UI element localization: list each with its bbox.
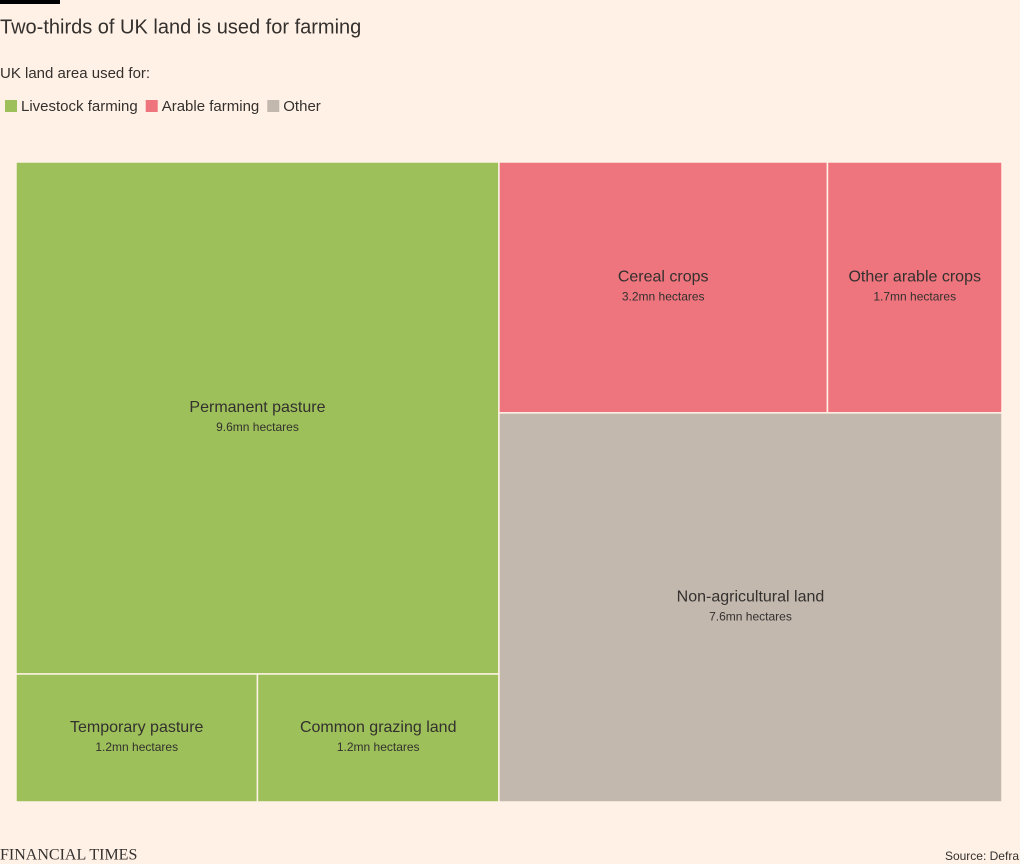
source: Source: Defra <box>945 849 1019 863</box>
cell-label: Non-agricultural land <box>677 589 825 606</box>
chart-title: Two-thirds of UK land is used for farmin… <box>0 16 361 38</box>
cell-label: Temporary pasture <box>70 719 203 736</box>
cell-value-label: 3.2mn hectares <box>622 290 705 304</box>
chart-subtitle: UK land area used for: <box>0 65 150 82</box>
cell-value-label: 1.7mn hectares <box>873 290 956 304</box>
cell-value-label: 1.2mn hectares <box>337 740 420 754</box>
brand-bar <box>0 0 60 4</box>
treemap-cell <box>498 412 1003 803</box>
treemap-cell <box>256 673 500 803</box>
legend-swatch <box>267 100 280 112</box>
cell-value-label: 1.2mn hectares <box>95 740 178 754</box>
legend-label: Arable farming <box>162 98 260 115</box>
treemap-cell <box>826 161 1003 414</box>
cell-label: Other arable crops <box>848 269 981 286</box>
legend-label: Livestock farming <box>21 98 138 115</box>
legend-label: Other <box>283 98 321 115</box>
treemap-cell <box>15 161 500 675</box>
cell-label: Common grazing land <box>300 719 457 736</box>
cell-label: Permanent pasture <box>189 399 325 416</box>
legend-swatch <box>5 100 17 112</box>
treemap-cell <box>15 673 259 803</box>
brand: FINANCIAL TIMES <box>0 847 137 864</box>
treemap-cell <box>498 161 829 414</box>
cell-label: Cereal crops <box>618 269 709 286</box>
cell-value-label: 9.6mn hectares <box>216 420 299 434</box>
cell-value-label: 7.6mn hectares <box>709 610 792 624</box>
legend-swatch <box>145 100 158 112</box>
